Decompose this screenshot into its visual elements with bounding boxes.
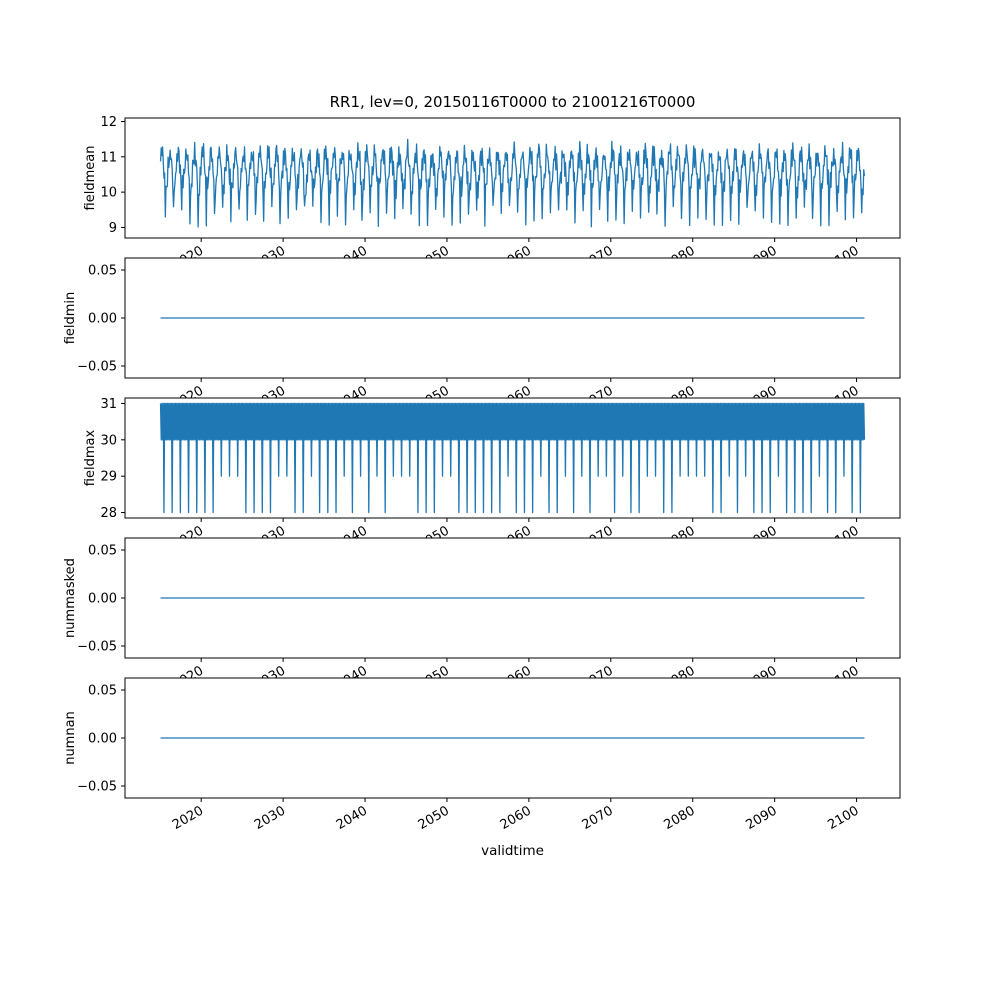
x-tick-label: 2020: [170, 803, 206, 833]
x-tick-label: 2100: [825, 803, 861, 833]
series-fieldmax: [159, 402, 866, 514]
axes-frame: [124, 117, 901, 239]
y-tick-label: 31: [100, 397, 117, 412]
series-fieldmean: [159, 138, 866, 228]
x-tick-label: 2030: [252, 803, 288, 833]
y-tick-label: 29: [100, 470, 117, 485]
axes-frame: [124, 257, 901, 379]
subplot-fieldmax: 2829303120202030204020502060207020802090…: [83, 397, 901, 553]
x-tick-label: 2040: [334, 803, 370, 833]
y-tick-label: −0.05: [77, 360, 117, 375]
y-axis-label-numnan: numnan: [63, 711, 78, 765]
subplot-numnan: −0.05 0.00 0.05 2020 2030 2040 2050 2060 2070 208…: [63, 677, 901, 833]
y-axis-label-fieldmax: fieldmax: [83, 430, 98, 487]
y-axis-label-fieldmin: fieldmin: [63, 292, 78, 345]
x-tick-label: 2050: [416, 803, 452, 833]
y-axis-label-nummasked: nummasked: [63, 558, 78, 638]
x-axis-label: validtime: [481, 843, 544, 859]
y-tick-label: −0.05: [77, 780, 117, 795]
axes-frame: [124, 677, 901, 799]
axes-frame: [124, 537, 901, 659]
y-tick-label: 10: [100, 186, 117, 201]
y-axis-label-fieldmean: fieldmean: [83, 146, 98, 211]
y-tick-label: 12: [100, 115, 117, 130]
y-tick-label: 0.00: [88, 312, 117, 327]
y-tick-label: 11: [100, 150, 117, 165]
y-tick-label: 9: [109, 221, 117, 236]
x-tick-label: 2090: [743, 803, 779, 833]
subplot-fieldmean: 9101112202020302040205020602070208020902…: [83, 115, 901, 273]
y-tick-label: 0.00: [88, 732, 117, 747]
y-tick-label: 30: [100, 433, 117, 448]
y-tick-label: −0.05: [77, 640, 117, 655]
subplot-nummasked: −0.050.000.05202020302040205020602070208…: [63, 537, 901, 693]
x-tick-label: 2080: [662, 803, 698, 833]
y-tick-label: 0.05: [88, 544, 117, 559]
axes-frame: [124, 397, 901, 519]
y-tick-label: 0.05: [88, 684, 117, 699]
y-tick-label: 28: [100, 506, 117, 521]
y-tick-label: 0.05: [88, 264, 117, 279]
x-tick-label: 2070: [580, 803, 616, 833]
figure-title: RR1, lev=0, 20150116T0000 to 21001216T00…: [330, 93, 696, 111]
y-tick-label: 0.00: [88, 592, 117, 607]
x-tick-label: 2060: [498, 803, 534, 833]
subplot-fieldmin: −0.050.000.05202020302040205020602070208…: [63, 257, 901, 413]
